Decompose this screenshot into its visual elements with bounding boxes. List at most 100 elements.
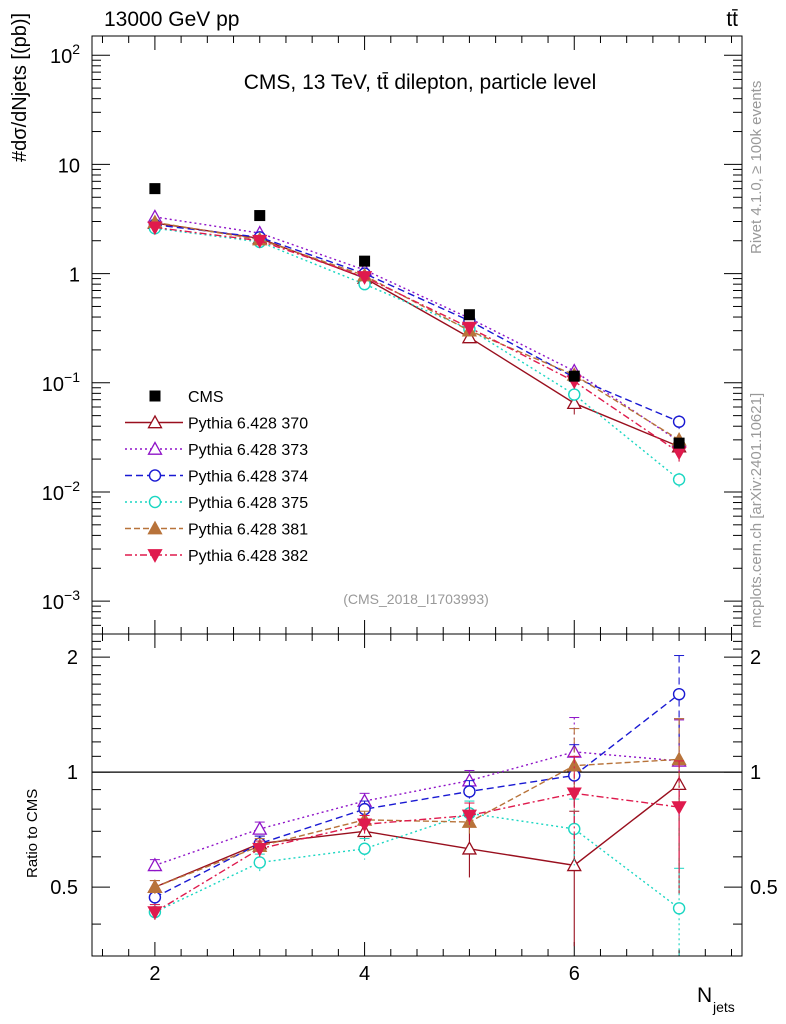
y-axis-label: #dσ/dNjets [(pb)] [9,13,31,162]
y-tick-label: 102 [50,41,80,68]
x-axis-label-sub: jets [712,999,735,1015]
data-point [568,370,580,382]
data-point [463,309,475,321]
y-tick-exponent: −2 [64,478,80,494]
legend-entry-5: Pythia 6.428 381 [125,520,308,539]
legend-entry-4: Pythia 6.428 375 [125,495,308,512]
ratio-line [154,792,680,913]
ratio-line [154,693,680,898]
marker-triangle-down [147,221,163,236]
series-line [154,226,680,454]
header-left: 13000 GeV pp [104,8,239,31]
series-line [154,221,680,441]
marker-triangle-up [566,395,582,410]
series-line [154,216,680,443]
marker-circle [148,469,162,482]
chart-title: CMS, 13 TeV, tt̄ dilepton, particle leve… [244,71,597,94]
axis-ticks [92,36,742,956]
marker-triangle-down [252,234,268,249]
marker-circle [672,415,686,428]
y-tick-label: 10−1 [42,369,80,396]
ratio-series-2 [147,717,687,872]
ratio-tick-label-left: 0.5 [50,877,78,899]
marker-triangle-up [147,441,163,455]
ratio-y-axis-label: Ratio to CMS [24,789,41,878]
marker-triangle-up [147,857,163,872]
marker-circle [568,388,581,401]
legend-entry-2: Pythia 6.428 373 [125,441,308,459]
y-tick-label: 1 [69,265,80,287]
series-line [154,222,680,448]
marker-circle [672,473,686,486]
main-series-3 [148,218,686,430]
marker-circle [672,687,686,701]
data-point [149,183,161,195]
ratio-tick-labels: 0.5 0.5 1 1 2 2 [50,647,778,899]
marker-triangle-down [356,271,373,285]
main-panel-frame [91,35,743,635]
ratio-tick-label-right: 2 [750,647,761,669]
legend-label: Pythia 6.428 374 [188,469,308,486]
marker-triangle-up [147,414,163,429]
ratio-line [154,783,680,888]
ratio-tick-label-right: 1 [750,762,761,784]
ratio-series-1 [147,718,687,947]
legend-label: Pythia 6.428 381 [188,522,308,539]
x-tick-label: 4 [359,963,370,985]
marker-triangle-up [147,520,163,535]
marker-triangle-down [671,446,687,461]
rivet-label: Rivet 4.1.0, ≥ 100k events [748,81,765,254]
legend-entry-1: Pythia 6.428 370 [125,414,308,433]
marker-triangle-up [566,757,582,772]
x-axis-label-main: N [697,984,712,1007]
marker-circle [672,902,686,915]
data-point [254,210,266,222]
analysis-id: (CMS_2018_I1703993) [343,591,489,607]
legend-entry-6: Pythia 6.428 382 [125,548,308,565]
header-right: tt̄ [726,8,738,31]
x-tick-label: 2 [149,963,160,985]
legend-label: Pythia 6.428 370 [188,416,308,433]
y-tick-label: 10−2 [42,478,80,505]
legend-marker [149,390,161,402]
marker-triangle-down [566,787,582,802]
marker-circle [463,785,476,798]
ratio-line [154,812,680,913]
marker-triangle-up [461,840,478,855]
ratio-series-3 [148,655,686,905]
data-point [359,255,371,267]
main-series-5 [147,214,687,448]
legend-label: Pythia 6.428 373 [188,442,308,459]
ratio-series-lines [147,655,687,956]
marker-triangle-up [147,879,163,893]
series-line [154,227,680,481]
ratio-tick-label-left: 1 [67,762,78,784]
mcplots-label: mcplots.cern.ch [arXiv:2401.10621] [748,393,765,628]
legend: CMS Pythia 6.428 370 Pythia 6.428 373 Pythi… [125,389,308,565]
ratio-tick-label-right: 0.5 [750,877,778,899]
ratio-series-6 [147,755,687,921]
x-tick-labels: 2 4 6 [149,963,579,985]
legend-entry-cms: CMS [149,389,224,406]
y-tick-label: 10 [58,155,80,177]
marker-triangle-down [356,818,373,833]
y-tick-exponent: −1 [64,369,80,385]
ratio-series-4 [148,798,686,956]
ratio-panel-frame [91,633,743,957]
ratio-line [154,758,680,888]
x-axis-label: N jets [697,984,735,1015]
y-tick-label: 10−3 [42,587,80,614]
x-tick-label: 6 [569,963,580,985]
marker-circle [358,842,371,855]
marker-triangle-up [461,329,478,344]
legend-entry-3: Pythia 6.428 374 [125,469,308,486]
data-points [149,183,685,449]
main-series-2 [147,209,687,450]
legend-label: Pythia 6.428 375 [188,495,308,512]
y-tick-exponent: −3 [64,587,80,603]
series-line [154,224,680,423]
y-tick-exponent: 2 [72,41,80,57]
marker-triangle-down [461,321,478,336]
marker-triangle-down [461,809,478,824]
